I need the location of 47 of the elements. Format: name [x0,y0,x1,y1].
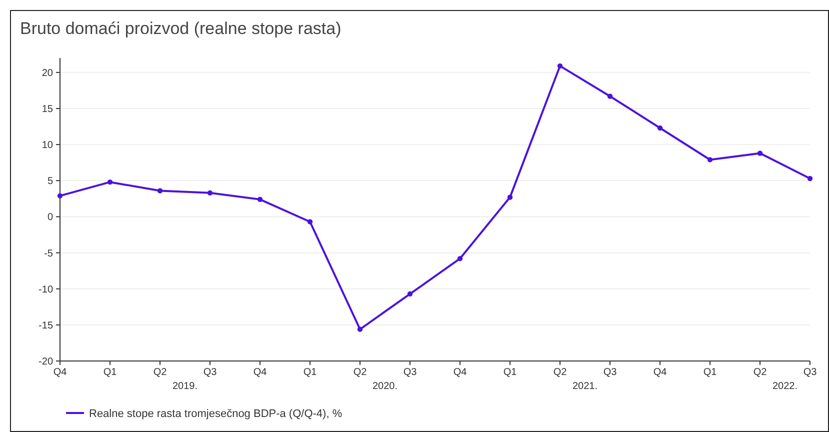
x-tick-label: Q4 [653,367,668,378]
legend-label: Realne stope rasta tromjesečnog BDP-a (Q/Q-4), % [89,408,342,420]
x-tick-label: Q4 [253,367,268,378]
point [557,63,563,69]
x-tick-label: Q1 [103,367,118,378]
point [757,150,763,156]
text: 2021. [572,381,598,392]
point [107,179,113,185]
chart-title: Bruto domaći proizvod (realne stope rasta) [20,19,342,38]
y-tick-label: 15 [42,104,54,115]
x-tick-label: Q3 [203,367,218,378]
text: 2020. [372,381,398,392]
point [457,256,463,262]
x-tick-label: Q3 [803,367,818,378]
point [657,125,663,131]
point [257,196,263,202]
y-tick-label: -5 [44,248,54,260]
x-tick-label: Q1 [303,367,318,378]
x-tick-label: Q1 [503,367,518,378]
point [307,219,313,224]
point [207,190,213,196]
point [57,193,63,198]
x-tick-label: Q3 [403,367,418,378]
point [607,94,613,99]
x-tick-label: Q4 [53,367,68,378]
point [357,326,363,332]
x-tick-label: Q4 [453,367,468,378]
point [807,176,813,182]
text: 2019. [172,381,198,392]
y-tick-label: 20 [42,68,54,79]
y-tick-label: 0 [47,212,54,224]
point [407,291,413,297]
point [707,157,713,162]
text: 2022. [772,381,798,392]
y-tick-label: -10 [38,284,54,296]
y-tick-label: 5 [47,176,54,188]
x-tick-label: Q2 [153,367,168,378]
y-tick-label: 10 [42,140,54,152]
y-tick-label: -20 [38,356,54,368]
x-tick-label: Q1 [703,367,718,378]
point [507,194,513,200]
x-tick-label: Q2 [553,367,568,378]
y-tick-label: -15 [38,320,54,332]
x-tick-label: Q2 [753,367,768,378]
point [157,188,163,194]
x-tick-label: Q2 [353,367,368,378]
x-tick-label: Q3 [603,367,618,378]
